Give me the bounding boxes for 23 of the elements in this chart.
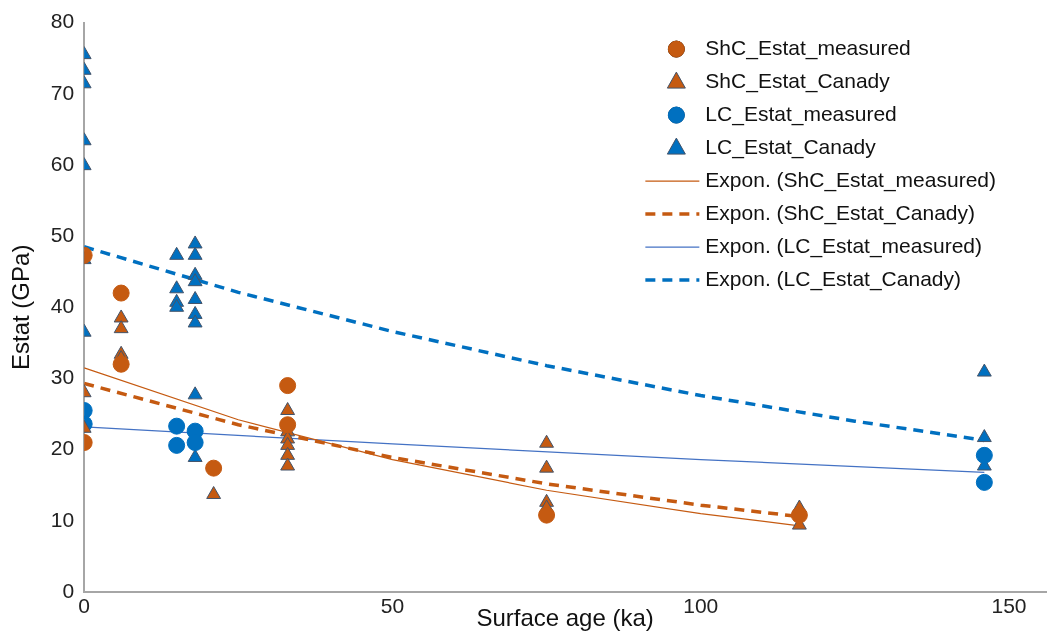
y-axis-title: Estat (GPa) — [7, 244, 35, 370]
legend-label: LC_Estat_measured — [705, 101, 897, 126]
y-tick-label: 70 — [50, 80, 75, 104]
y-tick-label: 60 — [50, 151, 75, 175]
legend-label: Expon. (ShC_Estat_measured) — [705, 167, 997, 192]
y-tick-label: 10 — [50, 507, 75, 531]
x-tick-label: 150 — [991, 594, 1027, 618]
legend-label: ShC_Estat_Canady — [705, 68, 891, 93]
x-tick-label: 100 — [683, 594, 719, 618]
y-tick-label: 50 — [50, 222, 75, 246]
y-tick-label: 20 — [50, 436, 75, 460]
legend-label: Expon. (LC_Estat_measured) — [705, 233, 982, 258]
legend-label: Expon. (ShC_Estat_Canady) — [705, 200, 976, 225]
y-tick-label: 0 — [62, 578, 75, 602]
x-axis-title: Surface age (ka) — [476, 604, 654, 632]
y-tick-label: 80 — [50, 9, 75, 33]
x-tick-label: 50 — [380, 594, 405, 618]
legend-label: Expon. (LC_Estat_Canady) — [705, 266, 961, 291]
legend-label: LC_Estat_Canady — [705, 134, 877, 159]
y-tick-label: 40 — [50, 294, 75, 318]
x-tick-label: 0 — [78, 594, 90, 618]
y-tick-label: 30 — [50, 365, 75, 389]
legend-label: ShC_Estat_measured — [705, 35, 911, 60]
